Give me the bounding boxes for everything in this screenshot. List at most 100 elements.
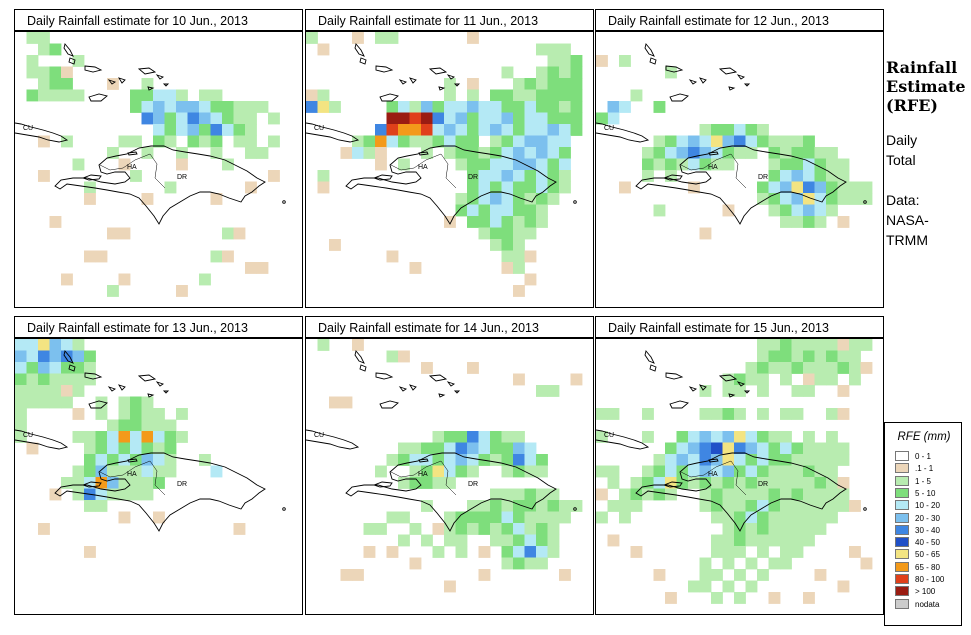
rainfall-cell <box>15 408 27 420</box>
rainfall-cell <box>711 488 723 501</box>
rainfall-cell <box>118 135 131 148</box>
rainfall-cell <box>467 101 479 113</box>
map-svg: CU HA DR <box>306 339 583 593</box>
rainfall-cell <box>84 477 96 489</box>
rainfall-cell <box>15 373 27 386</box>
rainfall-cell <box>164 112 177 125</box>
rainfall-cell <box>176 147 188 159</box>
rainfall-cell <box>630 477 643 489</box>
bahamas-island-outline <box>743 390 751 394</box>
rainfall-cell <box>444 147 456 159</box>
bahamas-island-outline <box>63 350 74 364</box>
rainfall-cell <box>826 465 838 478</box>
rainfall-cell <box>570 500 583 512</box>
rainfall-cell <box>814 339 827 351</box>
rainfall-cell <box>329 396 341 409</box>
rainfall-cell <box>780 488 792 501</box>
rainfall-cell <box>38 78 50 90</box>
rainfall-cell <box>210 250 223 263</box>
rainfall-cell <box>501 534 514 547</box>
rainfall-cell <box>118 408 131 420</box>
rainfall-cell <box>837 580 850 593</box>
rainfall-cell <box>559 500 571 512</box>
rainfall-cell <box>803 181 815 194</box>
place-label-haiti: HA <box>127 164 137 171</box>
rainfall-cell <box>409 112 422 125</box>
place-label-cuba: CU <box>23 432 33 439</box>
rainfall-cell <box>386 250 399 263</box>
rainfall-cell <box>153 442 165 455</box>
rainfall-cell <box>699 147 712 159</box>
rainfall-cell <box>642 170 654 182</box>
rainfall-cell <box>596 408 608 420</box>
rainfall-cell <box>757 181 769 194</box>
rainfall-cell <box>176 89 188 102</box>
rainfall-cell <box>860 362 873 374</box>
rainfall-cell <box>768 477 781 489</box>
rainfall-cell <box>722 147 735 159</box>
bahamas-island-outline <box>446 381 456 387</box>
rainfall-cell <box>467 124 479 136</box>
rainfall-cell <box>814 373 827 386</box>
rainfall-cell <box>596 55 608 67</box>
rainfall-cell <box>513 158 525 171</box>
rainfall-cell <box>107 465 119 478</box>
rainfall-cell <box>444 477 456 489</box>
rainfall-cell <box>513 89 525 102</box>
rainfall-cell <box>455 431 468 443</box>
bahamas-island-outline <box>147 393 155 398</box>
rainfall-cell <box>26 339 39 351</box>
rainfall-cell <box>38 32 50 44</box>
mona-island-outline <box>863 200 867 204</box>
rainfall-cell <box>524 124 537 136</box>
rainfall-cell <box>768 181 781 194</box>
cuba-outline <box>596 122 650 143</box>
rainfall-cell <box>455 534 468 547</box>
rainfall-cell <box>699 408 712 420</box>
rainfall-cell <box>757 534 769 547</box>
bahamas-island-outline <box>728 393 736 398</box>
rainfall-cell <box>444 135 456 148</box>
rainfall-cell <box>199 135 211 148</box>
rainfall-cell <box>467 158 479 171</box>
rainfall-cell <box>455 193 468 205</box>
rainfall-cell <box>780 170 792 182</box>
rainfall-cell <box>467 78 479 90</box>
rainfall-cell <box>222 227 234 240</box>
rainfall-cell <box>61 78 73 90</box>
rainfall-cell <box>513 135 525 148</box>
rainfall-cell <box>352 135 364 148</box>
rainfall-cell <box>757 546 769 558</box>
rainfall-cell <box>596 465 608 478</box>
rainfall-cell <box>536 216 548 228</box>
hispaniola-outline <box>345 452 557 532</box>
rainfall-cell <box>791 442 804 455</box>
rainfall-cell <box>478 101 491 113</box>
rainfall-cell <box>536 135 548 148</box>
rainfall-cell <box>547 158 560 171</box>
rainfall-cell <box>72 158 85 171</box>
rainfall-cell <box>791 135 804 148</box>
rainfall-cell <box>467 135 479 148</box>
rainfall-cell <box>513 78 525 90</box>
rainfall-cell <box>386 135 399 148</box>
cuba-outline <box>596 429 650 450</box>
rainfall-cell <box>513 204 525 217</box>
rainfall-cell <box>711 124 723 136</box>
rainfall-cell <box>141 488 154 501</box>
rainfall-cell <box>130 454 142 466</box>
rainfall-cell <box>164 442 177 455</box>
rainfall-cell <box>699 158 712 171</box>
rainfall-cell <box>199 89 211 102</box>
rainfall-cell <box>340 396 353 409</box>
rainfall-cell <box>607 112 620 125</box>
rainfall-cell <box>768 431 781 443</box>
rainfall-cell <box>559 147 571 159</box>
rainfall-cell <box>164 181 177 194</box>
bahamas-island-outline <box>68 57 76 65</box>
rainfall-cell <box>233 112 246 125</box>
rainfall-cell <box>596 511 608 524</box>
border-line <box>99 460 166 496</box>
rainfall-cell <box>688 477 700 489</box>
rainfall-cell <box>547 43 560 56</box>
